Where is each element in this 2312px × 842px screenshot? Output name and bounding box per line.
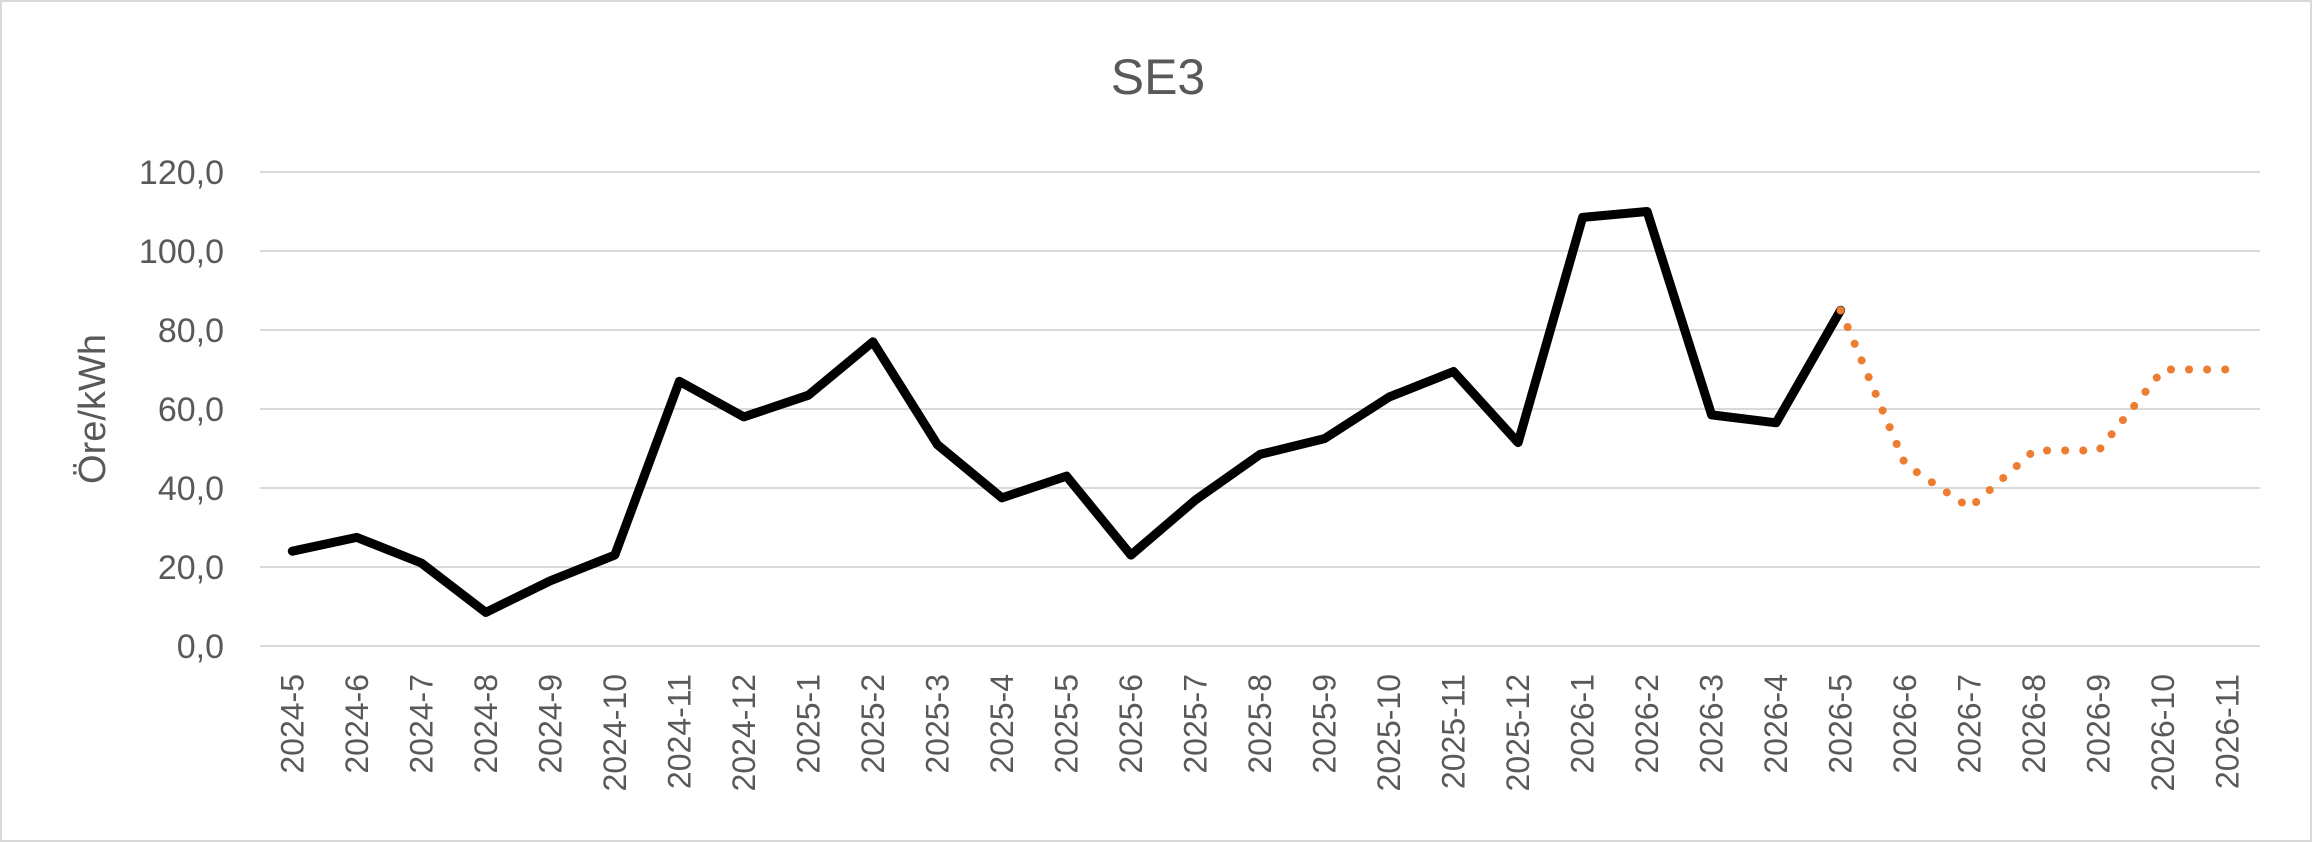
y-tick-label: 120,0 (139, 154, 224, 192)
x-tick-label: 2025-9 (1307, 674, 1343, 774)
y-axis-label: Öre/kWh (72, 334, 114, 484)
y-tick-label: 0,0 (177, 628, 224, 666)
y-tick-label: 80,0 (158, 312, 224, 350)
x-tick-label: 2025-1 (790, 674, 826, 774)
x-tick-label: 2025-4 (984, 674, 1020, 774)
x-tick-label: 2024-11 (661, 674, 697, 789)
x-tick-label: 2026-2 (1629, 674, 1665, 774)
x-tick-label: 2025-8 (1242, 674, 1278, 774)
x-tick-label: 2024-5 (274, 674, 310, 774)
x-tick-label: 2025-7 (1177, 674, 1213, 774)
x-tick-label: 2025-3 (919, 674, 955, 774)
x-tick-label: 2026-11 (2210, 674, 2246, 789)
x-tick-label: 2026-5 (1823, 674, 1859, 774)
x-tick-label: 2024-6 (339, 674, 375, 774)
y-tick-label: 20,0 (158, 549, 224, 587)
x-tick-label: 2024-7 (403, 674, 439, 774)
x-tick-label: 2025-5 (1048, 674, 1084, 774)
series-lines (287, 207, 2232, 617)
x-tick-label: 2025-11 (1436, 674, 1472, 789)
x-tick-label: 2024-9 (532, 674, 568, 774)
actual-series-line (287, 207, 1846, 617)
x-tick-label: 2024-10 (597, 674, 633, 791)
x-tick-label: 2026-8 (2016, 674, 2052, 774)
x-tick-label: 2026-10 (2145, 674, 2181, 791)
x-tick-label: 2026-9 (2081, 674, 2117, 774)
x-tick-label: 2025-6 (1113, 674, 1149, 774)
x-tick-label: 2026-4 (1758, 674, 1794, 774)
x-tick-label: 2026-6 (1887, 674, 1923, 774)
y-axis-ticks: 0,0 20,0 40,0 60,0 80,0 100,0 120,0 (139, 154, 224, 666)
y-tick-label: 60,0 (158, 391, 224, 429)
x-tick-label: 2025-10 (1371, 674, 1407, 791)
x-tick-label: 2025-2 (855, 674, 891, 774)
y-tick-label: 100,0 (139, 233, 224, 271)
x-tick-label: 2026-1 (1565, 674, 1601, 774)
x-tick-label: 2024-8 (468, 674, 504, 774)
x-tick-label: 2026-3 (1694, 674, 1730, 774)
x-axis-ticks: 2024-5 2024-6 2024-7 2024-8 2024-9 2024-10 202… (274, 674, 2245, 791)
x-tick-label: 2026-7 (1952, 674, 1988, 774)
x-tick-label: 2025-12 (1500, 674, 1536, 791)
chart-title: SE3 (1111, 49, 1206, 105)
y-tick-label: 40,0 (158, 470, 224, 508)
x-tick-label: 2024-12 (726, 674, 762, 791)
